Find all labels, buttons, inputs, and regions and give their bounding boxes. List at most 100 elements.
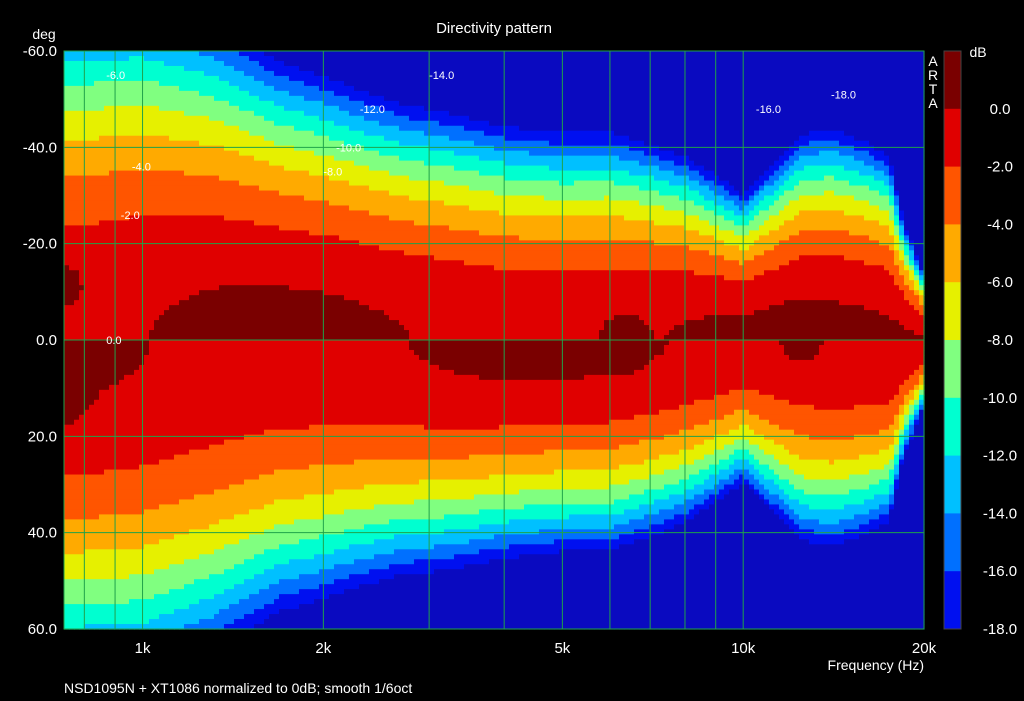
heatmap-cell [264,420,270,426]
heatmap-cell [164,504,170,510]
heatmap-cell [189,176,195,182]
heatmap-cell [154,489,160,495]
heatmap-cell [269,126,275,132]
heatmap-cell [119,489,125,495]
heatmap-cell [204,265,210,271]
heatmap-cell [159,235,165,241]
heatmap-cell [64,176,70,182]
heatmap-cell [104,171,110,177]
heatmap-cell [214,86,220,92]
heatmap-cell [109,499,115,505]
heatmap-cell [129,494,135,500]
heatmap-cell [194,480,200,486]
heatmap-cell [89,141,95,147]
heatmap-cell [129,245,135,251]
heatmap-cell [154,131,160,137]
heatmap-cell [79,191,85,197]
heatmap-cell [69,91,75,97]
heatmap-cell [264,415,270,421]
heatmap-cell [244,191,250,197]
heatmap-cell [274,380,280,386]
heatmap-cell [184,514,190,520]
heatmap-cell [254,395,260,401]
heatmap-cell [74,554,80,560]
heatmap-cell [139,101,145,107]
heatmap-cell [254,260,260,266]
heatmap-cell [84,181,90,187]
heatmap-cell [179,375,185,381]
heatmap-cell [199,410,205,416]
heatmap-cell [84,485,90,491]
heatmap-cell [234,205,240,211]
heatmap-cell [204,455,210,461]
heatmap-cell [269,489,275,495]
heatmap-cell [139,210,145,216]
heatmap-cell [164,450,170,456]
heatmap-cell [164,435,170,441]
heatmap-cell [129,146,135,152]
heatmap-cell [229,230,235,236]
heatmap-cell [119,619,125,625]
heatmap-cell [174,529,180,535]
heatmap-cell [109,235,115,241]
heatmap-cell [109,489,115,495]
heatmap-cell [84,460,90,466]
heatmap-cell [89,430,95,436]
heatmap-cell [154,76,160,82]
heatmap-cell [214,215,220,221]
heatmap-cell [79,499,85,505]
heatmap-cell [244,200,250,206]
heatmap-cell [184,395,190,401]
heatmap-cell [94,375,100,381]
heatmap-cell [139,260,145,266]
heatmap-cell [264,320,270,326]
heatmap-cell [134,499,140,505]
heatmap-cell [174,564,180,570]
heatmap-cell [264,599,270,605]
heatmap-cell [64,265,70,271]
heatmap-cell [89,131,95,137]
heatmap-cell [199,220,205,226]
heatmap-cell [64,569,70,575]
heatmap-cell [89,260,95,266]
heatmap-cell [84,116,90,122]
heatmap-cell [69,275,75,281]
heatmap-cell [239,445,245,451]
heatmap-cell [224,554,230,560]
heatmap-cell [194,489,200,495]
heatmap-cell [254,460,260,466]
heatmap-cell [209,470,215,476]
heatmap-cell [134,225,140,231]
heatmap-cell [134,599,140,605]
heatmap-cell [204,61,210,67]
heatmap-cell [179,599,185,605]
heatmap-cell [144,235,150,241]
heatmap-cell [129,539,135,545]
heatmap-cell [199,360,205,366]
heatmap-cell [269,161,275,167]
heatmap-cell [169,101,175,107]
heatmap-cell [229,71,235,77]
heatmap-cell [254,534,260,540]
heatmap-cell [259,350,265,356]
heatmap-cell [109,146,115,152]
heatmap-cell [149,151,155,157]
heatmap-cell [159,340,165,346]
heatmap-cell [239,186,245,192]
heatmap-cell [234,475,240,481]
heatmap-cell [134,529,140,535]
heatmap-cell [219,619,225,625]
heatmap-cell [269,171,275,177]
heatmap-cell [244,265,250,271]
heatmap-cell [99,594,105,600]
heatmap-cell [214,305,220,311]
heatmap-cell [144,320,150,326]
heatmap-cell [104,191,110,197]
heatmap-cell [199,524,205,530]
heatmap-cell [154,111,160,117]
heatmap-cell [244,355,250,361]
heatmap-cell [224,539,230,545]
heatmap-cell [259,220,265,226]
heatmap-cell [99,235,105,241]
heatmap-cell [69,235,75,241]
